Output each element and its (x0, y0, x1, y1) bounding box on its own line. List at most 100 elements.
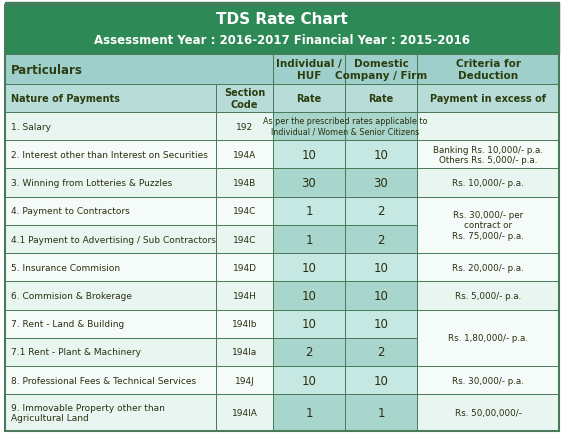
Bar (417, 141, 559, 169)
Text: 194D: 194D (232, 263, 257, 272)
Text: 1: 1 (305, 205, 313, 218)
Bar (216, 366, 273, 395)
Bar (216, 85, 273, 113)
Text: 1: 1 (305, 406, 313, 419)
Text: TDS Rate Chart: TDS Rate Chart (216, 12, 348, 27)
Text: Section
Code: Section Code (224, 88, 265, 109)
Bar (273, 113, 345, 141)
Text: 2. Interest other than Interest on Securities: 2. Interest other than Interest on Secur… (11, 151, 208, 159)
Bar (417, 395, 559, 431)
Bar (216, 169, 273, 197)
Bar (345, 282, 417, 310)
Text: 2: 2 (377, 233, 385, 246)
Text: 10: 10 (373, 148, 389, 161)
Bar (345, 253, 417, 282)
Text: Criteria for
Deduction: Criteria for Deduction (456, 59, 521, 81)
Bar (273, 395, 345, 431)
Text: Rs. 20,000/- p.a.: Rs. 20,000/- p.a. (452, 263, 524, 272)
Text: 5. Insurance Commision: 5. Insurance Commision (11, 263, 120, 272)
Text: Rate: Rate (368, 94, 394, 104)
Bar (5, 3, 559, 55)
Bar (273, 141, 345, 169)
Bar (5, 395, 216, 431)
Bar (5, 225, 216, 253)
Text: 10: 10 (302, 148, 316, 161)
Text: Rs. 50,00,000/-: Rs. 50,00,000/- (455, 408, 522, 417)
Bar (5, 253, 216, 282)
Bar (5, 310, 216, 338)
Text: 10: 10 (373, 261, 389, 274)
Bar (273, 197, 345, 225)
Bar (345, 310, 417, 338)
Text: 194C: 194C (233, 235, 256, 244)
Text: 8. Professional Fees & Technical Services: 8. Professional Fees & Technical Service… (11, 376, 196, 385)
Bar (417, 225, 559, 253)
Bar (216, 338, 273, 366)
Text: 7. Rent - Land & Building: 7. Rent - Land & Building (11, 319, 124, 329)
Bar (5, 141, 216, 169)
Text: 194J: 194J (235, 376, 254, 385)
Bar (216, 225, 273, 253)
Text: 10: 10 (302, 318, 316, 330)
Bar (417, 282, 559, 310)
Text: Rs. 30,000/- per
contract or
Rs. 75,000/- p.a.: Rs. 30,000/- per contract or Rs. 75,000/… (452, 210, 524, 240)
Text: 9. Immovable Property other than
Agricultural Land: 9. Immovable Property other than Agricul… (11, 403, 165, 422)
Text: 4. Payment to Contractors: 4. Payment to Contractors (11, 207, 130, 216)
Bar (417, 338, 559, 366)
Text: 30: 30 (302, 177, 316, 190)
Bar (417, 253, 559, 282)
Bar (5, 169, 216, 197)
Bar (273, 338, 345, 366)
Bar (5, 282, 216, 310)
Text: Rs. 10,000/- p.a.: Rs. 10,000/- p.a. (452, 179, 524, 187)
Text: 194A: 194A (233, 151, 256, 159)
Bar (216, 310, 273, 338)
Bar (417, 197, 559, 253)
Bar (417, 197, 559, 225)
Text: 30: 30 (373, 177, 389, 190)
Text: 6. Commision & Brokerage: 6. Commision & Brokerage (11, 291, 132, 300)
Text: 10: 10 (302, 289, 316, 302)
Text: 194B: 194B (233, 179, 256, 187)
Bar (273, 253, 345, 282)
Text: 1: 1 (305, 233, 313, 246)
Bar (345, 197, 417, 225)
Bar (417, 85, 559, 113)
Bar (345, 395, 417, 431)
Bar (5, 366, 216, 395)
Bar (216, 113, 273, 141)
Text: Nature of Payments: Nature of Payments (11, 94, 120, 104)
Bar (216, 197, 273, 225)
Text: Rs. 1,80,000/- p.a.: Rs. 1,80,000/- p.a. (448, 334, 528, 342)
Text: 192: 192 (236, 122, 253, 132)
Text: 1. Salary: 1. Salary (11, 122, 51, 132)
Bar (345, 366, 417, 395)
Bar (273, 169, 345, 197)
Bar (273, 282, 345, 310)
Text: 1: 1 (377, 406, 385, 419)
Text: 194Ib: 194Ib (232, 319, 257, 329)
Text: Particulars: Particulars (11, 63, 83, 76)
Bar (417, 169, 559, 197)
Text: 194H: 194H (232, 291, 257, 300)
Text: 10: 10 (373, 318, 389, 330)
Bar (417, 55, 559, 85)
Text: 10: 10 (302, 261, 316, 274)
Bar (345, 85, 417, 113)
Bar (417, 310, 559, 338)
Bar (216, 141, 273, 169)
Text: Rate: Rate (296, 94, 321, 104)
Text: 4.1 Payment to Advertising / Sub Contractors: 4.1 Payment to Advertising / Sub Contrac… (11, 235, 216, 244)
Text: 7.1 Rent - Plant & Machinery: 7.1 Rent - Plant & Machinery (11, 348, 141, 357)
Text: 194IA: 194IA (232, 408, 257, 417)
Bar (273, 85, 345, 113)
Text: 2: 2 (377, 345, 385, 358)
Bar (273, 310, 345, 338)
Bar (273, 366, 345, 395)
Bar (5, 55, 273, 85)
Bar (345, 55, 417, 85)
Text: Rs. 30,000/- p.a.: Rs. 30,000/- p.a. (452, 376, 524, 385)
Text: 194Ia: 194Ia (232, 348, 257, 357)
Bar (216, 253, 273, 282)
Bar (273, 225, 345, 253)
